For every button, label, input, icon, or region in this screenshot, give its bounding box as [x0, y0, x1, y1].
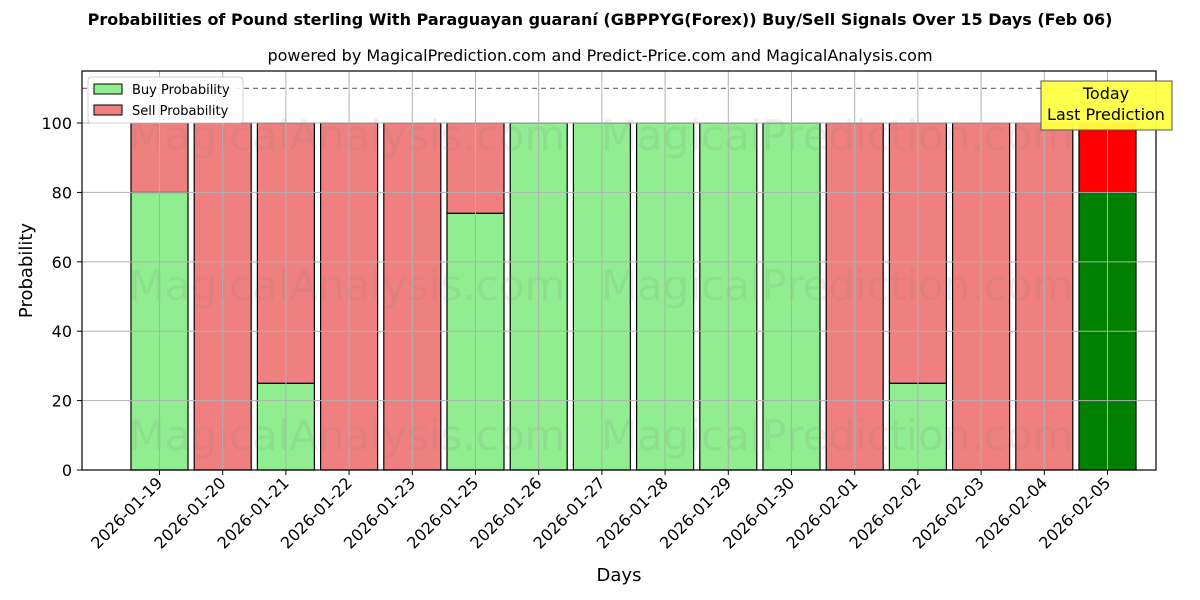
y-tick-label: 40 — [52, 322, 72, 341]
annotation-line1: Today — [1082, 84, 1129, 103]
chart-title: Probabilities of Pound sterling With Par… — [87, 10, 1113, 29]
legend-swatch — [93, 83, 123, 95]
legend — [87, 76, 244, 124]
annotation-line2: Last Prediction — [1047, 105, 1165, 124]
legend-swatch — [93, 104, 123, 116]
y-tick-label: 0 — [62, 461, 72, 480]
today-annotation — [1040, 80, 1173, 131]
y-tick-label: 100 — [41, 114, 72, 133]
y-axis-label: Probability — [16, 223, 37, 318]
x-axis-label: Days — [597, 565, 642, 586]
watermark: MagicalAnalysis.com — [129, 261, 566, 310]
plot-frame — [81, 70, 1157, 471]
watermark: MagicalPrediction.com — [601, 111, 1074, 160]
chart-subtitle: powered by MagicalPrediction.com and Pre… — [267, 46, 933, 65]
y-tick-label: 80 — [52, 183, 72, 202]
watermark: MagicalPrediction.com — [601, 411, 1074, 460]
y-tick-label: 60 — [52, 253, 72, 272]
legend-label: Buy Probability — [132, 83, 230, 98]
watermark: MagicalPrediction.com — [601, 261, 1074, 310]
watermark: MagicalAnalysis.com — [129, 411, 566, 460]
legend-label: Sell Probability — [132, 104, 229, 119]
y-tick-label: 20 — [52, 392, 72, 411]
